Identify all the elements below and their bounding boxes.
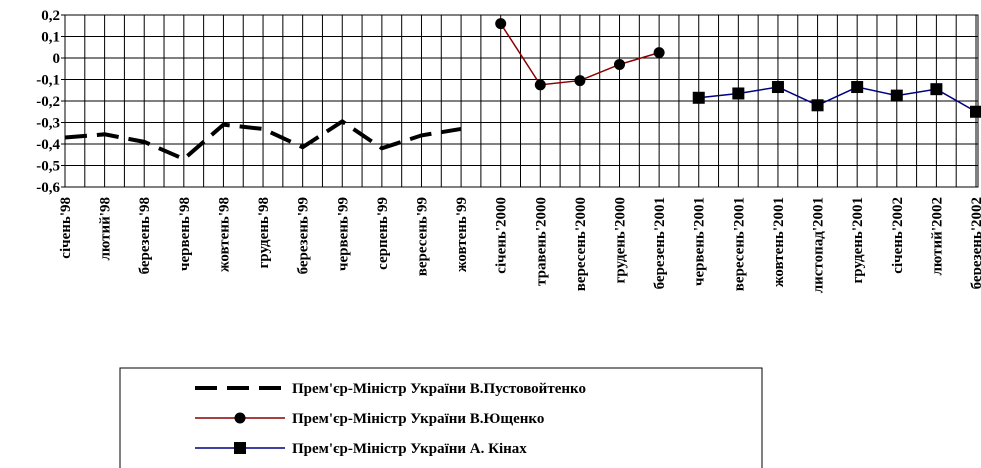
point [495, 18, 507, 30]
point [574, 75, 586, 87]
y-tick-label: -0,3 [36, 116, 60, 132]
x-tick-label: січень'2002 [890, 197, 906, 274]
y-tick-label: -0,2 [36, 94, 60, 110]
point [970, 105, 981, 118]
point [890, 89, 903, 102]
x-tick-label: червень'2001 [692, 197, 708, 286]
x-tick-label: березень'98 [137, 197, 153, 274]
x-tick-label: березень'99 [296, 197, 312, 274]
point [811, 99, 824, 112]
x-tick-label: серпень'99 [375, 197, 391, 270]
x-tick-label: листопад'2001 [811, 197, 827, 293]
x-tick-label: березень'2002 [969, 197, 981, 289]
plot-frame [64, 14, 979, 188]
x-tick-label: жовтень'98 [216, 197, 232, 272]
point [771, 81, 784, 94]
point [614, 58, 626, 70]
y-tick-label: -0,6 [36, 180, 60, 196]
y-tick-label: -0,5 [36, 159, 60, 175]
x-tick-label: лютий'2002 [929, 197, 945, 276]
legend-marker [234, 412, 246, 424]
x-tick-label: вересень'2000 [573, 197, 589, 291]
x-tick-label: січень'2000 [494, 197, 510, 274]
point [653, 47, 665, 59]
x-tick-label: грудень'2000 [613, 197, 629, 284]
x-tick-label: травень'2000 [533, 197, 549, 286]
legend-label: Прем'єр-Міністр України В.Ющенко [292, 411, 544, 427]
x-tick-label: жовтень'2001 [771, 197, 787, 287]
y-tick-label: -0,1 [36, 73, 60, 89]
x-tick-label: червень'98 [177, 197, 193, 271]
y-tick-label: 0,2 [41, 8, 60, 24]
x-tick-label: грудень'2001 [850, 197, 866, 284]
x-tick-label: березень'2001 [652, 197, 668, 289]
y-tick-label: -0,4 [36, 137, 60, 153]
x-tick-label: вересень'99 [414, 197, 430, 276]
x-tick-label: червень'99 [335, 197, 351, 271]
point [851, 81, 864, 94]
legend-label: Прем'єр-Міністр України А. Кінах [292, 441, 527, 457]
y-tick-label: 0 [53, 51, 61, 67]
point [534, 79, 546, 91]
x-tick-label: жовтень'99 [454, 197, 470, 272]
x-tick-label: вересень'2001 [731, 197, 747, 291]
legend-marker [234, 442, 246, 454]
point [732, 87, 745, 100]
point [692, 91, 705, 104]
x-tick-label: січень'98 [58, 197, 74, 259]
x-tick-label: лютий'98 [98, 197, 114, 261]
point [930, 83, 943, 96]
legend-label: Прем'єр-Міністр України В.Пустовойтенко [292, 381, 586, 397]
series-line [698, 86, 977, 113]
series-line [64, 119, 462, 162]
y-tick-label: 0,1 [41, 30, 60, 46]
x-tick-label: грудень'98 [256, 197, 272, 269]
